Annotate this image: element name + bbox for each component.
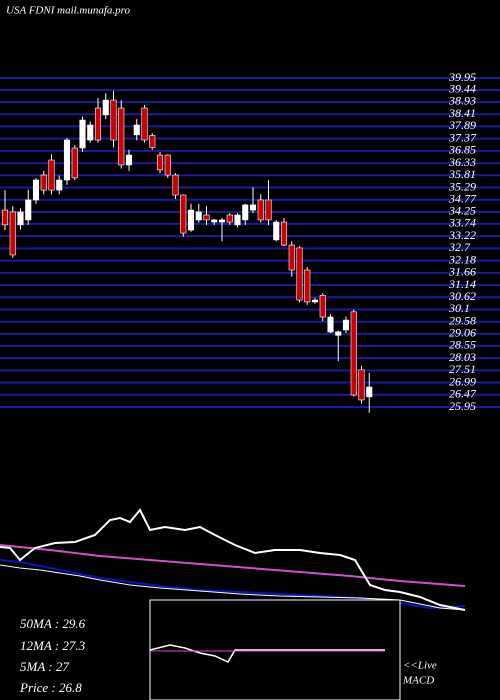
y-tick-label: 30.62 [448,289,476,303]
y-tick-label: 35.29 [448,179,476,193]
y-tick-label: 33.74 [448,216,476,230]
candle-body [280,221,288,246]
macd-line [149,644,385,663]
y-tick-label: 33.22 [448,228,476,242]
y-tick-label: 27.51 [449,362,476,376]
candle-body [40,174,47,191]
info-label: Price : 26.8 [19,680,82,695]
ma-line [0,544,466,587]
candle-body [335,331,342,336]
candle-body [203,214,210,221]
y-tick-label: 25.95 [449,399,476,413]
y-tick-label: 28.55 [449,338,476,352]
candle-body [350,311,357,396]
candle-body [110,99,117,141]
y-tick-label: 31.66 [448,265,476,279]
y-tick-label: 30.1 [448,301,470,315]
chart-title: USA FDNI mail.munafa.pro [6,5,131,17]
candle-body [141,107,148,141]
ma-line [0,564,466,611]
candle-body [311,299,319,303]
candle-body [218,219,226,223]
y-tick-label: 26.99 [449,374,476,388]
candle-body [366,386,373,398]
candle-body [211,219,218,223]
y-tick-label: 36.85 [448,143,476,157]
candle-body [25,199,32,221]
ma-line [0,508,466,611]
y-tick-label: 37.89 [448,118,476,132]
candle-body [164,154,171,176]
y-tick-label: 34.25 [448,204,476,218]
y-tick-label: 31.14 [448,277,476,291]
macd-label: MACD [402,675,434,687]
candle-body [265,199,272,221]
candle-body [304,269,311,303]
y-tick-label: 36.33 [448,155,476,169]
candle-body [226,214,233,223]
y-tick-label: 26.47 [449,387,477,401]
candle-body [1,209,9,226]
y-tick-label: 38.41 [448,106,476,120]
candle-body [187,209,195,231]
candle-body [94,107,102,141]
candle-body [156,154,164,171]
y-tick-label: 28.03 [449,350,476,364]
info-label: 50MA : 29.6 [20,616,86,631]
candle-body [342,319,350,331]
candle-body [56,179,63,191]
candle-body [63,139,71,181]
y-tick-label: 29.06 [449,326,476,340]
y-tick-label: 29.58 [449,313,476,327]
candle-body [149,135,156,148]
candle-body [125,154,133,166]
candle-body [48,159,55,191]
y-tick-label: 34.77 [448,191,477,205]
candle-body [172,174,179,196]
candle-body [249,204,257,211]
candle-body [9,211,16,256]
candle-body [102,99,109,116]
candle-body [195,211,202,221]
candle-body [118,107,125,166]
candle-body [79,119,86,149]
info-label: 12MA : 27.3 [20,638,86,653]
candle-body [296,247,303,301]
candle-body [234,214,241,226]
info-label: 5MA : 27 [20,659,69,674]
candle-body [319,295,326,318]
candle-body [358,369,365,401]
y-tick-label: 39.95 [448,70,476,84]
price-panel: 39.9539.4438.9338.4137.8937.3736.8536.33… [0,70,500,413]
y-tick-label: 32.7 [448,240,471,254]
candle-body [257,199,264,221]
candle-body [87,124,94,141]
candle-body [327,316,334,333]
candle-body [71,147,78,179]
macd-label: <<Live [403,660,437,672]
candle-body [288,244,295,271]
y-tick-label: 37.37 [448,130,477,144]
candle-body [133,124,140,136]
y-tick-label: 35.81 [448,167,476,181]
candle-body [17,211,24,226]
candle-body [242,204,249,221]
y-tick-label: 32.18 [448,252,476,266]
y-tick-label: 39.44 [448,82,476,96]
y-tick-label: 38.93 [448,94,476,108]
candle-body [273,221,280,241]
candle-body [180,194,187,234]
candle-body [32,179,40,201]
